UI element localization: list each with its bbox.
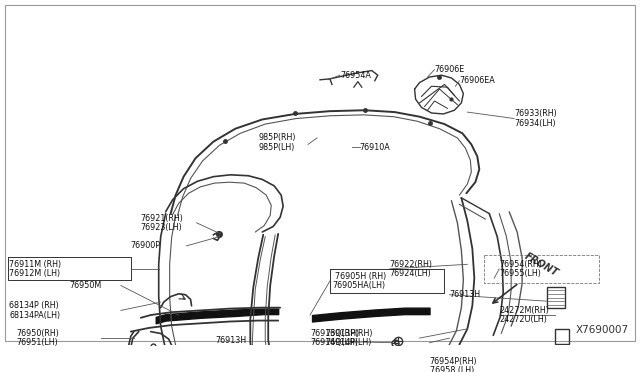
Text: 76954P(RH): 76954P(RH) <box>429 357 477 366</box>
Text: 76906E: 76906E <box>435 65 465 74</box>
Text: 76913P(RH): 76913P(RH) <box>325 329 372 338</box>
Text: 76950M: 76950M <box>69 281 101 290</box>
Text: X7690007: X7690007 <box>575 326 628 335</box>
Text: 76913H: 76913H <box>449 290 481 299</box>
Text: 76913Q(RH): 76913Q(RH) <box>310 329 359 338</box>
Text: 76958 (LH): 76958 (LH) <box>429 366 474 372</box>
Text: 76954A: 76954A <box>340 71 371 80</box>
Text: 68134PA(LH): 68134PA(LH) <box>10 311 60 320</box>
Text: 76933(RH): 76933(RH) <box>514 109 557 118</box>
Text: 76911M (RH): 76911M (RH) <box>10 260 61 269</box>
Bar <box>555 329 569 344</box>
Text: 76954(RH): 76954(RH) <box>499 260 542 269</box>
Text: 76905H (RH): 76905H (RH) <box>335 272 386 281</box>
Text: 76923(LH): 76923(LH) <box>141 223 182 232</box>
Text: 76921(RH): 76921(RH) <box>141 214 184 223</box>
Bar <box>547 287 565 308</box>
Text: 985P(RH): 985P(RH) <box>259 134 296 142</box>
Text: 76914Q(LH): 76914Q(LH) <box>310 338 358 347</box>
Text: 76905HA(LH): 76905HA(LH) <box>332 281 385 290</box>
Text: 76912M (LH): 76912M (LH) <box>10 269 60 278</box>
Text: 24272M(RH): 24272M(RH) <box>499 306 549 315</box>
Text: 76950(RH): 76950(RH) <box>17 329 59 338</box>
Text: 68134P (RH): 68134P (RH) <box>10 301 59 310</box>
Text: 76913H: 76913H <box>216 336 246 345</box>
Text: 76924(LH): 76924(LH) <box>390 269 431 278</box>
Text: 76922(RH): 76922(RH) <box>390 260 433 269</box>
Text: FRONT: FRONT <box>523 251 560 278</box>
Text: 76914P(LH): 76914P(LH) <box>325 338 371 347</box>
Text: 24272U(LH): 24272U(LH) <box>499 315 547 324</box>
Text: 76951(LH): 76951(LH) <box>17 338 58 347</box>
Text: 76934(LH): 76934(LH) <box>514 119 556 128</box>
Text: 76900P: 76900P <box>131 241 161 250</box>
Text: 76906EA: 76906EA <box>460 76 495 85</box>
Text: 76955(LH): 76955(LH) <box>499 269 541 278</box>
Text: 985P(LH): 985P(LH) <box>259 142 294 152</box>
Text: 76910A: 76910A <box>360 142 390 152</box>
